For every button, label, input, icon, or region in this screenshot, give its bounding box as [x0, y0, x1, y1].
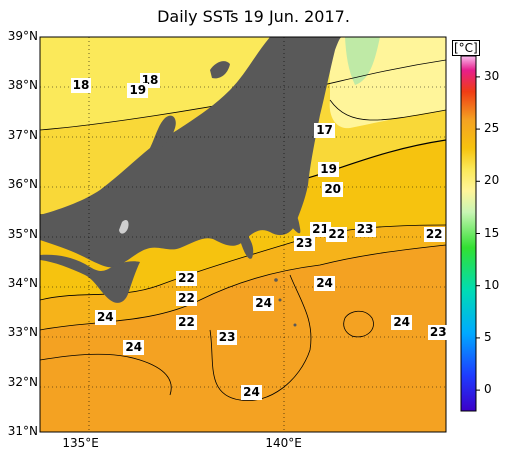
land-sado-island [210, 61, 230, 79]
contour-label: 23 [216, 330, 238, 346]
island-izu-2 [278, 298, 282, 302]
colorbar-tick-label: 0 [484, 382, 492, 397]
contour-label: 24 [94, 310, 116, 326]
colorbar [460, 55, 477, 412]
island-izu-1 [274, 278, 278, 282]
contour-label: 24 [241, 384, 262, 400]
land-kii-peninsula [40, 254, 140, 303]
lat-label: 32°N [7, 374, 38, 389]
lat-label: 39°N [7, 29, 38, 43]
contour-label: 24 [391, 315, 413, 331]
map-title: Daily SSTs 19 Jun. 2017. [157, 7, 350, 26]
lat-label: 33°N [7, 325, 38, 340]
island-izu-3 [293, 323, 297, 327]
land-honshu [40, 37, 342, 268]
contour-label: 23 [293, 236, 315, 252]
contour-label: 19 [318, 162, 339, 178]
colorbar-tick-label: 20 [484, 173, 500, 188]
sea-coldest-region [345, 37, 380, 85]
colorbar-tick-label: 25 [484, 121, 500, 136]
lat-label: 35°N [7, 226, 38, 241]
colorbar-tick-label: 10 [484, 277, 500, 292]
map-frame [39, 36, 447, 433]
lat-label: 34°N [7, 275, 38, 290]
contour-label: 24 [123, 340, 145, 356]
contour-label: 20 [322, 182, 344, 198]
lon-label: 135°E [62, 436, 99, 450]
contour-label: 17 [314, 122, 335, 138]
contour-label: 24 [314, 275, 335, 291]
contour-24-south [209, 274, 312, 402]
contour-label: 19 [127, 83, 149, 99]
land-noto-peninsula [150, 115, 176, 150]
contour-label: 23 [427, 325, 449, 341]
land-boso-peninsula [290, 209, 301, 234]
contour-label: 23 [354, 221, 376, 237]
lon-label: 140°E [265, 436, 302, 450]
contour-23 [40, 244, 446, 331]
contour-label: 22 [176, 290, 197, 306]
contour-label: 18 [70, 78, 92, 94]
colorbar-tick-label: 15 [484, 225, 500, 240]
contour-label: 22 [423, 226, 445, 242]
contour-label: 22 [176, 270, 197, 286]
contour-label: 21 [310, 221, 331, 237]
contour-24-west [40, 353, 172, 396]
lat-label: 31°N [7, 424, 38, 438]
lake-biwa [119, 220, 129, 234]
lat-label: 37°N [7, 127, 38, 142]
sst-field [40, 37, 446, 432]
contour-label: 22 [176, 315, 197, 331]
contour-label: 22 [326, 226, 348, 242]
colorbar-unit: [°C] [452, 40, 480, 56]
colorbar-tick-label: 5 [484, 329, 492, 344]
land-izu-peninsula [240, 236, 254, 259]
lat-label: 38°N [7, 78, 38, 93]
lat-label: 36°N [7, 177, 38, 192]
colorbar-tick-label: 30 [484, 68, 500, 83]
contour-label: 24 [253, 295, 274, 311]
colorbar-ticks [476, 76, 480, 391]
contour-24-island [343, 310, 374, 338]
contour-17 [329, 99, 446, 121]
